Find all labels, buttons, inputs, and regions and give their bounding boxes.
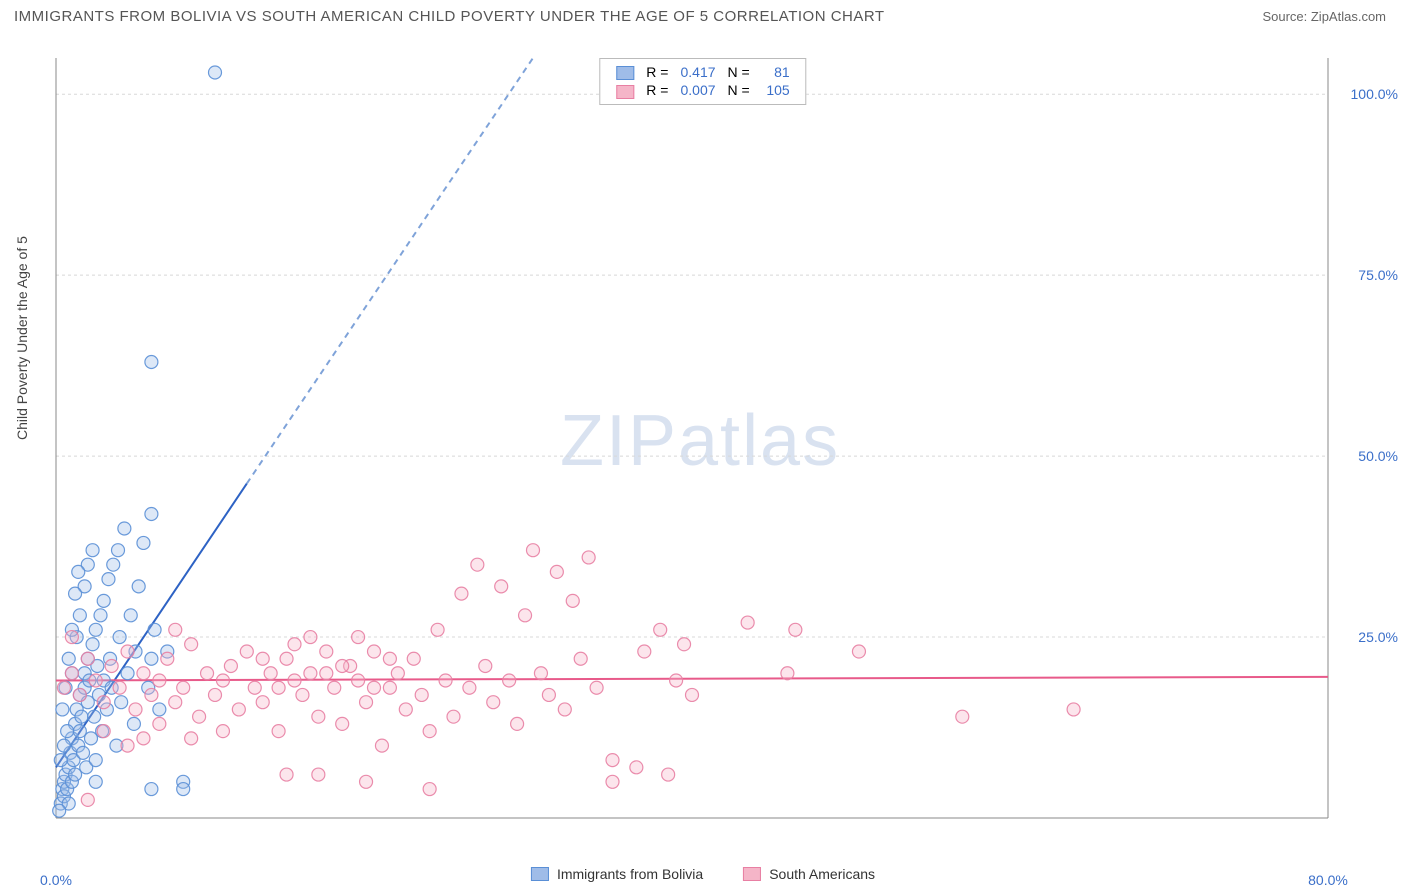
swatch-bolivia-icon: [531, 867, 549, 881]
y-tick-label: 25.0%: [1358, 629, 1398, 645]
legend-row-sa: R = 0.007 N = 105: [610, 81, 795, 99]
y-axis-label: Child Poverty Under the Age of 5: [14, 236, 30, 440]
chart-title: IMMIGRANTS FROM BOLIVIA VS SOUTH AMERICA…: [14, 8, 885, 25]
x-tick-label: 0.0%: [40, 872, 72, 888]
legend-item-sa: South Americans: [743, 866, 875, 882]
correlation-legend: R = 0.417 N = 81 R = 0.007 N = 105: [599, 58, 806, 105]
legend-r-value-sa: 0.007: [674, 81, 721, 99]
scatter-plot: [48, 58, 1388, 848]
legend-label-bolivia: Immigrants from Bolivia: [557, 866, 703, 882]
swatch-sa-icon: [743, 867, 761, 881]
legend-n-value-bolivia: 81: [756, 63, 796, 81]
legend-row-bolivia: R = 0.417 N = 81: [610, 63, 795, 81]
legend-item-bolivia: Immigrants from Bolivia: [531, 866, 703, 882]
x-tick-label: 80.0%: [1308, 872, 1348, 888]
source-attribution: Source: ZipAtlas.com: [1262, 9, 1386, 24]
legend-n-label: N =: [722, 81, 756, 99]
legend-n-value-sa: 105: [756, 81, 796, 99]
swatch-sa: [616, 85, 634, 99]
legend-r-value-bolivia: 0.417: [674, 63, 721, 81]
legend-r-label: R =: [640, 81, 674, 99]
legend-label-sa: South Americans: [769, 866, 875, 882]
legend-n-label: N =: [722, 63, 756, 81]
header: IMMIGRANTS FROM BOLIVIA VS SOUTH AMERICA…: [0, 0, 1406, 29]
swatch-bolivia: [616, 66, 634, 80]
legend-r-label: R =: [640, 63, 674, 81]
y-tick-label: 75.0%: [1358, 267, 1398, 283]
y-tick-label: 100.0%: [1351, 86, 1398, 102]
y-tick-label: 50.0%: [1358, 448, 1398, 464]
series-legend: Immigrants from Bolivia South Americans: [531, 866, 875, 882]
